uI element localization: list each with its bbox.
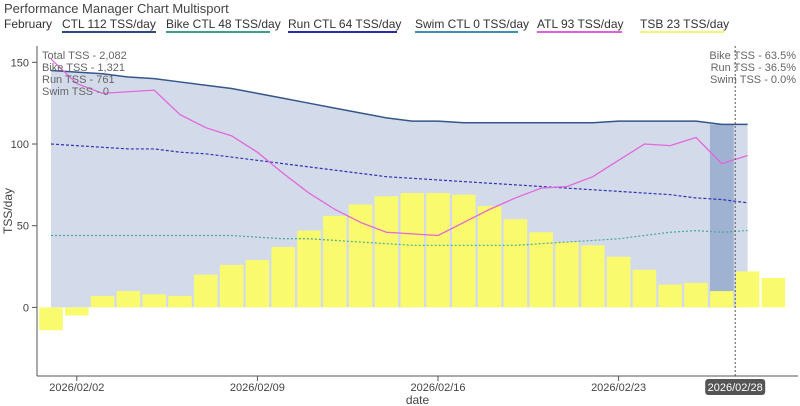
y-axis-label: TSS/day	[1, 188, 15, 234]
summary-right: Bike TSS - 63.5% Run TSS - 36.5% Swim TS…	[709, 50, 796, 86]
atl-line	[50, 58, 748, 237]
tsb-bar	[116, 291, 141, 308]
tsb-bar	[65, 307, 89, 316]
cursor-date-label: 2026/02/28	[708, 382, 763, 394]
tsb-bar	[555, 242, 579, 308]
plot-area: 0 50 100 150 TSS/day 2026/02/02 2026/02/09 2026…	[1, 46, 798, 406]
chart-title: Performance Manager Chart Multisport	[4, 1, 229, 16]
tsb-bar	[323, 215, 347, 308]
tsb-bar	[374, 196, 399, 308]
legend-period-label: February	[4, 17, 52, 31]
tsb-bar	[658, 284, 682, 308]
x-tick-label: 2026/02/23	[591, 382, 646, 394]
legend-item-tsb[interactable]: TSB 23 TSS/day	[640, 17, 729, 33]
summary-total-tss: Total TSS - 2,082	[42, 50, 127, 62]
summary-bike-tss: Bike TSS - 1,321	[42, 62, 125, 74]
legend-label-swim-ctl: Swim CTL 0 TSS/day	[415, 17, 529, 31]
x-tick-label: 2026/02/02	[49, 382, 104, 394]
highlight-column	[709, 124, 734, 308]
tsb-bar	[168, 295, 192, 308]
tsb-bar	[90, 295, 115, 308]
y-tick-label: 0	[23, 302, 29, 314]
tsb-bar	[529, 232, 553, 308]
legend-label-tsb: TSB 23 TSS/day	[640, 17, 729, 31]
tsb-bar	[581, 245, 605, 308]
tsb-bar	[39, 307, 63, 331]
summary-run-tss: Run TSS - 761	[42, 74, 115, 86]
summary-swim-tss: Swim TSS - 0	[42, 86, 109, 98]
legend: February CTL 112 TSS/day Bike CTL 48 TSS…	[4, 17, 729, 33]
x-tick-label: 2026/02/09	[230, 382, 285, 394]
legend-label-bike-ctl: Bike CTL 48 TSS/day	[166, 17, 281, 31]
legend-label-atl: ATL 93 TSS/day	[537, 17, 624, 31]
tsb-bar	[710, 291, 734, 308]
legend-item-atl[interactable]: ATL 93 TSS/day	[537, 17, 624, 33]
legend-item-run-ctl[interactable]: Run CTL 64 TSS/day	[288, 17, 401, 33]
tsb-bar	[348, 204, 373, 308]
tsb-bar	[426, 193, 450, 308]
tsb-bar	[194, 274, 218, 308]
x-axis-label: date	[406, 393, 430, 406]
tsb-bar	[503, 219, 528, 308]
tsb-bar	[219, 264, 244, 308]
tsb-bar	[761, 277, 786, 308]
tsb-bar	[297, 230, 321, 308]
tsb-bar	[477, 206, 502, 308]
y-tick-label: 100	[11, 139, 29, 151]
y-tick-label: 50	[17, 221, 29, 233]
tsb-bar	[400, 193, 424, 308]
summary-bike-percent: Bike TSS - 63.5%	[709, 50, 796, 62]
ctl-line	[50, 69, 748, 126]
legend-item-swim-ctl[interactable]: Swim CTL 0 TSS/day	[415, 17, 529, 33]
tsb-bar	[684, 282, 708, 308]
legend-item-bike-ctl[interactable]: Bike CTL 48 TSS/day	[166, 17, 281, 33]
legend-label-run-ctl: Run CTL 64 TSS/day	[288, 17, 401, 31]
tsb-bar	[452, 194, 476, 308]
tsb-bar	[632, 269, 657, 308]
tsb-bar	[142, 294, 166, 308]
bike-ctl-line	[51, 230, 748, 246]
y-tick-label: 150	[11, 57, 29, 69]
cursor-date-badge	[705, 379, 766, 395]
tsb-bar	[735, 271, 760, 308]
tsb-bar	[606, 256, 631, 308]
summary-run-percent: Run TSS - 36.5%	[711, 62, 797, 74]
legend-item-ctl[interactable]: CTL 112 TSS/day	[62, 17, 156, 33]
summary-left: Total TSS - 2,082 Bike TSS - 1,321 Run T…	[42, 50, 127, 98]
tsb-bar	[271, 246, 295, 308]
summary-swim-percent: Swim TSS - 0.0%	[710, 74, 796, 86]
run-ctl-line	[50, 143, 748, 204]
x-tick-label: 2026/02/16	[410, 382, 465, 394]
tsb-bar	[245, 260, 270, 308]
legend-label-ctl: CTL 112 TSS/day	[62, 17, 156, 31]
